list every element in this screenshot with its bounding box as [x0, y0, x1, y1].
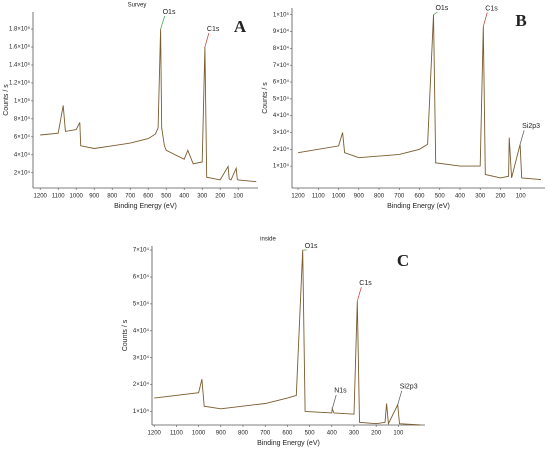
- y-tick-label: 1.8×10⁵: [9, 26, 31, 33]
- x-tick-label: 400: [455, 194, 466, 200]
- annotation-leader: [356, 287, 362, 302]
- y-tick-label: 4×10⁴: [14, 151, 31, 158]
- x-tick-label: 500: [435, 194, 446, 200]
- y-tick-label: 2×10⁴: [133, 381, 150, 388]
- x-tick-label: 500: [161, 194, 172, 200]
- x-tick-label: 200: [215, 194, 226, 200]
- y-axis-label: Counts / s: [3, 84, 10, 116]
- y-tick-label: 1.4×10⁵: [9, 62, 31, 69]
- x-tick-label: 1000: [332, 194, 346, 200]
- x-tick-label: 1000: [192, 431, 206, 437]
- y-tick-label: 7×10⁴: [133, 247, 150, 254]
- y-tick-label: 2×10⁴: [273, 146, 290, 153]
- peak-label: O1s: [305, 243, 318, 250]
- x-tick-label: 400: [179, 194, 190, 200]
- y-tick-label: 9×10⁴: [273, 28, 290, 35]
- annotation-leader: [331, 394, 337, 409]
- spectrum-line: [298, 14, 542, 181]
- peak-label: O1s: [163, 9, 176, 16]
- panel-letter: B: [515, 11, 526, 30]
- y-tick-label: 1×10⁵: [273, 11, 290, 18]
- spectrum-line: [154, 249, 421, 426]
- y-tick-label: 5×10⁴: [273, 95, 290, 102]
- x-tick-label: 100: [516, 194, 527, 200]
- y-tick-label: 7×10⁴: [273, 62, 290, 69]
- x-tick-label: 600: [143, 194, 154, 200]
- x-tick-label: 1100: [52, 194, 66, 200]
- spectrum-line: [40, 29, 257, 183]
- chart-title: Survey: [128, 3, 147, 9]
- y-tick-label: 1×10⁴: [273, 163, 290, 170]
- x-axis-label: Binding Energy (eV): [114, 203, 177, 210]
- y-tick-label: 3×10⁴: [273, 129, 290, 136]
- y-tick-label: 6×10⁴: [273, 79, 290, 86]
- x-tick-label: 900: [354, 194, 365, 200]
- x-tick-label: 700: [125, 194, 136, 200]
- panel-letter: A: [234, 17, 247, 36]
- x-axis-label: Binding Energy (eV): [257, 440, 320, 447]
- y-tick-label: 4×10⁴: [133, 327, 150, 334]
- y-tick-label: 1×10⁵: [14, 97, 31, 104]
- annotation-leader: [433, 11, 438, 16]
- annotation-leader: [482, 12, 488, 27]
- x-tick-label: 800: [374, 194, 385, 200]
- peak-label: C1s: [207, 26, 220, 33]
- x-tick-label: 1100: [312, 194, 326, 200]
- x-tick-label: 1100: [170, 431, 184, 437]
- x-tick-label: 900: [89, 194, 100, 200]
- x-tick-label: 1200: [34, 194, 48, 200]
- annotation-leader: [204, 32, 210, 48]
- x-tick-label: 800: [238, 431, 249, 437]
- x-tick-label: 300: [197, 194, 208, 200]
- y-tick-label: 8×10⁴: [14, 115, 31, 122]
- x-tick-label: 900: [216, 431, 227, 437]
- x-tick-label: 600: [415, 194, 426, 200]
- annotation-leader: [160, 15, 165, 30]
- chart-title: inside: [260, 237, 276, 243]
- x-tick-label: 500: [305, 431, 316, 437]
- y-tick-label: 5×10⁴: [133, 300, 150, 307]
- x-axis-label: Binding Energy (eV): [387, 203, 450, 210]
- annotation-leader: [519, 130, 525, 145]
- peak-label: N1s: [334, 388, 347, 395]
- peak-label: O1s: [435, 5, 448, 12]
- x-tick-label: 800: [107, 194, 118, 200]
- x-tick-label: 400: [327, 431, 338, 437]
- y-axis-label: Counts / s: [122, 319, 129, 351]
- x-tick-label: 1000: [70, 194, 84, 200]
- y-axis-label: Counts / s: [262, 82, 269, 114]
- y-tick-label: 1×10⁴: [133, 408, 150, 415]
- x-tick-label: 200: [371, 431, 382, 437]
- peak-label: Si2p3: [400, 384, 418, 391]
- x-tick-label: 100: [233, 194, 244, 200]
- y-tick-label: 2×10⁴: [14, 169, 31, 176]
- y-tick-label: 4×10⁴: [273, 112, 290, 119]
- y-tick-label: 3×10⁴: [133, 354, 150, 361]
- y-tick-label: 6×10⁴: [14, 133, 31, 140]
- panel-letter: C: [397, 251, 409, 270]
- y-tick-label: 8×10⁴: [273, 45, 290, 52]
- x-tick-label: 700: [260, 431, 271, 437]
- peak-label: C1s: [359, 280, 372, 287]
- x-tick-label: 100: [393, 431, 404, 437]
- peak-label: C1s: [485, 5, 498, 12]
- y-tick-label: 6×10⁴: [133, 274, 150, 281]
- x-tick-label: 600: [282, 431, 293, 437]
- y-tick-label: 1.2×10⁵: [9, 80, 31, 87]
- y-tick-label: 1.6×10⁵: [9, 44, 31, 51]
- peak-label: Si2p3: [522, 123, 540, 130]
- x-tick-label: 1200: [291, 194, 305, 200]
- annotation-leader: [397, 390, 403, 405]
- x-tick-label: 300: [475, 194, 486, 200]
- x-tick-label: 700: [394, 194, 405, 200]
- x-tick-label: 200: [495, 194, 506, 200]
- x-tick-label: 1200: [148, 431, 162, 437]
- x-tick-label: 300: [349, 431, 360, 437]
